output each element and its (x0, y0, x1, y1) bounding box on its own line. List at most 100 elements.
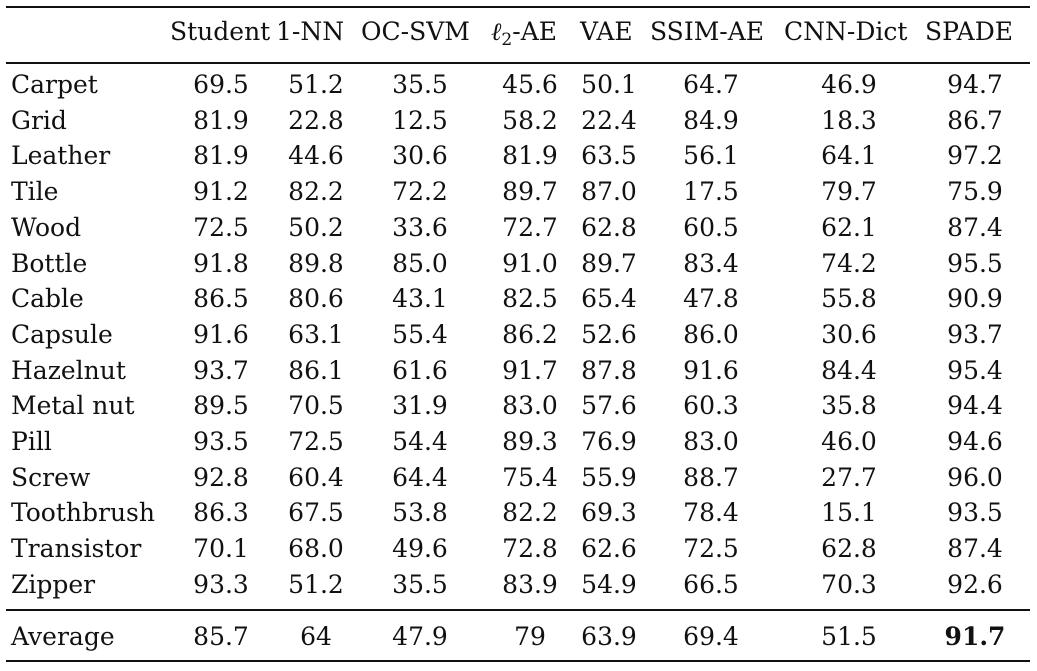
row-label: Wood (11, 213, 82, 242)
cell-l2ae: 58.2 (502, 106, 558, 135)
row-label: Average (11, 622, 115, 651)
cell-l2ae: 83.0 (502, 391, 558, 420)
cell-1nn: 72.5 (288, 427, 344, 456)
cell-ocsvm: 72.2 (392, 177, 448, 206)
row-label: Carpet (11, 70, 98, 99)
cell-l2ae: 82.2 (502, 498, 558, 527)
cell-ssimae: 60.3 (683, 391, 739, 420)
cell-l2ae: 75.4 (502, 463, 558, 492)
cell-spade: 95.5 (947, 249, 1003, 278)
cell-vae: 69.3 (581, 498, 637, 527)
cell-ocsvm: 47.9 (392, 622, 448, 651)
cell-vae: 62.8 (581, 213, 637, 242)
cell-ssimae: 17.5 (683, 177, 739, 206)
cell-l2ae: 91.0 (502, 249, 558, 278)
cell-1nn: 44.6 (288, 141, 344, 170)
row-label: Hazelnut (11, 356, 126, 385)
cell-l2ae: 82.5 (502, 284, 558, 313)
header-rule (6, 62, 1030, 64)
cell-vae: 63.5 (581, 141, 637, 170)
row-label: Grid (11, 106, 67, 135)
cell-1nn: 80.6 (288, 284, 344, 313)
table-top-rule (6, 6, 1030, 8)
average-rule (6, 609, 1030, 611)
header-spade: SPADE (925, 17, 1014, 46)
cell-cnndict: 62.1 (821, 213, 877, 242)
cell-cnndict: 84.4 (821, 356, 877, 385)
cell-spade: 91.7 (944, 622, 1006, 651)
cell-spade: 90.9 (947, 284, 1003, 313)
cell-spade: 93.5 (947, 498, 1003, 527)
cell-ssimae: 83.4 (683, 249, 739, 278)
row-label: Pill (11, 427, 52, 456)
cell-ssimae: 78.4 (683, 498, 739, 527)
cell-cnndict: 51.5 (821, 622, 877, 651)
cell-ssimae: 86.0 (683, 320, 739, 349)
cell-ocsvm: 30.6 (392, 141, 448, 170)
cell-ocsvm: 55.4 (392, 320, 448, 349)
cell-ssimae: 69.4 (683, 622, 739, 651)
cell-ocsvm: 85.0 (392, 249, 448, 278)
cell-ssimae: 56.1 (683, 141, 739, 170)
cell-l2ae: 45.6 (502, 70, 558, 99)
cell-1nn: 51.2 (288, 570, 344, 599)
cell-student: 81.9 (193, 106, 249, 135)
cell-ssimae: 88.7 (683, 463, 739, 492)
cell-cnndict: 27.7 (821, 463, 877, 492)
cell-spade: 92.6 (947, 570, 1003, 599)
cell-spade: 87.4 (947, 213, 1003, 242)
header-1nn: 1-NN (276, 17, 345, 46)
row-label: Toothbrush (11, 498, 155, 527)
cell-student: 86.5 (193, 284, 249, 313)
cell-vae: 87.0 (581, 177, 637, 206)
cell-ocsvm: 54.4 (392, 427, 448, 456)
cell-spade: 94.7 (947, 70, 1003, 99)
header-vae: VAE (580, 17, 633, 46)
cell-vae: 76.9 (581, 427, 637, 456)
cell-vae: 52.6 (581, 320, 637, 349)
cell-ocsvm: 43.1 (392, 284, 448, 313)
cell-ocsvm: 33.6 (392, 213, 448, 242)
cell-1nn: 22.8 (288, 106, 344, 135)
cell-1nn: 67.5 (288, 498, 344, 527)
cell-vae: 55.9 (581, 463, 637, 492)
cell-ocsvm: 12.5 (392, 106, 448, 135)
cell-cnndict: 46.0 (821, 427, 877, 456)
cell-ocsvm: 49.6 (392, 534, 448, 563)
cell-1nn: 64 (300, 622, 332, 651)
cell-ocsvm: 35.5 (392, 70, 448, 99)
cell-student: 85.7 (193, 622, 249, 651)
cell-ssimae: 83.0 (683, 427, 739, 456)
cell-student: 93.7 (193, 356, 249, 385)
cell-student: 81.9 (193, 141, 249, 170)
cell-student: 72.5 (193, 213, 249, 242)
cell-cnndict: 64.1 (821, 141, 877, 170)
cell-1nn: 51.2 (288, 70, 344, 99)
cell-vae: 22.4 (581, 106, 637, 135)
cell-ssimae: 64.7 (683, 70, 739, 99)
cell-vae: 89.7 (581, 249, 637, 278)
cell-cnndict: 79.7 (821, 177, 877, 206)
cell-spade: 87.4 (947, 534, 1003, 563)
cell-cnndict: 46.9 (821, 70, 877, 99)
cell-student: 91.6 (193, 320, 249, 349)
cell-vae: 87.8 (581, 356, 637, 385)
cell-student: 93.5 (193, 427, 249, 456)
cell-student: 91.2 (193, 177, 249, 206)
cell-cnndict: 15.1 (821, 498, 877, 527)
header-ocsvm: OC-SVM (361, 17, 470, 46)
cell-spade: 97.2 (947, 141, 1003, 170)
cell-l2ae: 72.7 (502, 213, 558, 242)
cell-spade: 96.0 (947, 463, 1003, 492)
table-bottom-rule (6, 660, 1030, 662)
cell-cnndict: 74.2 (821, 249, 877, 278)
cell-cnndict: 70.3 (821, 570, 877, 599)
cell-vae: 54.9 (581, 570, 637, 599)
cell-1nn: 63.1 (288, 320, 344, 349)
cell-vae: 57.6 (581, 391, 637, 420)
cell-1nn: 70.5 (288, 391, 344, 420)
row-label: Bottle (11, 249, 88, 278)
cell-student: 70.1 (193, 534, 249, 563)
cell-spade: 75.9 (947, 177, 1003, 206)
cell-ssimae: 72.5 (683, 534, 739, 563)
